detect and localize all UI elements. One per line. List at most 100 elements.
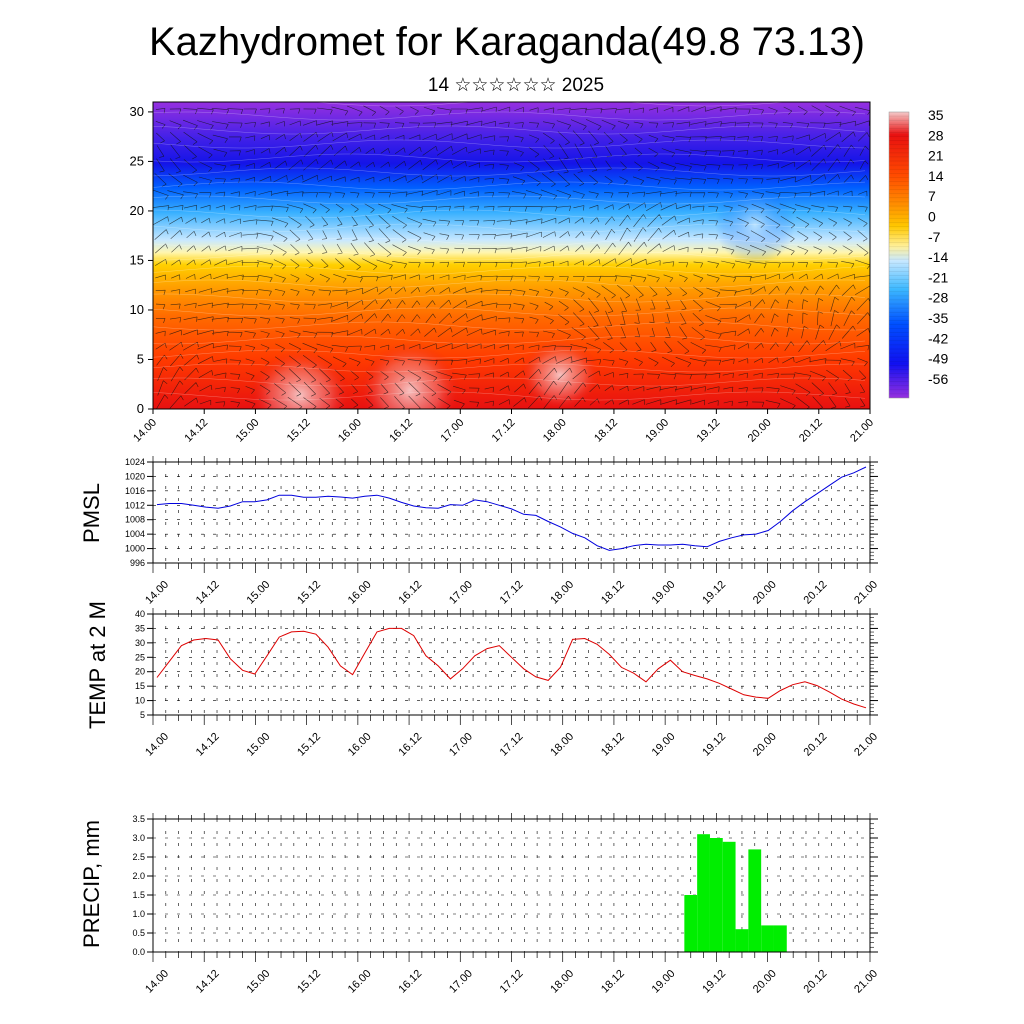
x-tick-label: 15.12 bbox=[295, 731, 323, 759]
pmsl-ylabel: PMSL bbox=[79, 483, 104, 543]
precip-bar bbox=[735, 929, 749, 952]
chart-title: Kazhydromet for Karaganda(49.8 73.13) bbox=[149, 20, 865, 64]
y-tick-label: 0 bbox=[137, 401, 144, 416]
x-tick-label: 17.00 bbox=[447, 968, 475, 996]
x-tick-label: 20.12 bbox=[802, 579, 830, 607]
cool-pocket bbox=[715, 185, 795, 265]
x-tick-label: 17.00 bbox=[447, 731, 475, 759]
y-tick-label: 1008 bbox=[125, 515, 145, 525]
precip-bar bbox=[773, 925, 787, 952]
x-tick-label: 16.12 bbox=[396, 579, 424, 607]
y-tick-label: 15 bbox=[135, 681, 145, 691]
y-tick-label: 30 bbox=[130, 104, 144, 119]
precip-bar bbox=[761, 925, 774, 952]
x-tick-label: 14.00 bbox=[131, 417, 159, 445]
colorbar-label: -28 bbox=[928, 290, 948, 306]
x-tick-label: 17.00 bbox=[447, 579, 475, 607]
y-tick-label: 5 bbox=[137, 351, 144, 366]
x-tick-label: 20.12 bbox=[802, 731, 830, 759]
x-tick-label: 21.00 bbox=[848, 417, 876, 445]
colorbar-ramp bbox=[889, 112, 909, 398]
colorbar-label: 0 bbox=[928, 209, 936, 225]
x-tick-label: 20.12 bbox=[802, 968, 830, 996]
temp-line bbox=[156, 627, 867, 709]
x-tick-label: 15.12 bbox=[295, 968, 323, 996]
x-tick-label: 16.12 bbox=[396, 968, 424, 996]
x-tick-label: 16.00 bbox=[346, 731, 374, 759]
y-tick-label: 1000 bbox=[125, 544, 145, 554]
grid bbox=[152, 461, 871, 564]
cross-section-y-axis: 0 5 10 15 20 25 30 bbox=[130, 104, 153, 416]
y-tick-label: 20 bbox=[130, 203, 144, 218]
x-tick-label: 14.00 bbox=[143, 579, 171, 607]
y-tick-label: 1024 bbox=[125, 457, 145, 467]
y-tick-label: 1004 bbox=[125, 529, 145, 539]
temp-ylabel: TEMP at 2 M bbox=[85, 601, 110, 729]
x-tick-label: 21.00 bbox=[852, 579, 880, 607]
x-tick-label: 14.12 bbox=[194, 968, 222, 996]
x-tick-label: 19.12 bbox=[700, 968, 728, 996]
colorbar-label: 35 bbox=[928, 107, 944, 123]
x-tick-label: 19.00 bbox=[650, 731, 678, 759]
x-tick-label: 15.12 bbox=[285, 417, 313, 445]
x-tick-label: 16.00 bbox=[346, 579, 374, 607]
cross-section-x-axis: 14.00 14.12 15.00 15.12 16.00 16.12 17.00 17.12… bbox=[131, 409, 876, 445]
x-tick-label: 16.12 bbox=[396, 731, 424, 759]
x-tick-label: 20.00 bbox=[751, 731, 779, 759]
pmsl-line bbox=[156, 466, 867, 551]
y-tick-label: 996 bbox=[130, 558, 145, 568]
x-tick-label: 19.00 bbox=[650, 968, 678, 996]
warm-core-3 bbox=[520, 340, 600, 409]
precip-bar bbox=[709, 838, 723, 952]
precip-bar bbox=[722, 841, 736, 952]
x-tick-label: 14.00 bbox=[143, 731, 171, 759]
x-tick-label: 19.00 bbox=[643, 417, 671, 445]
y-tick-label: 0.0 bbox=[132, 947, 145, 957]
precip-bar bbox=[748, 849, 762, 952]
x-tick-label: 14.12 bbox=[194, 579, 222, 607]
x-tick-label: 15.00 bbox=[244, 968, 272, 996]
x-tick-label: 18.12 bbox=[599, 579, 627, 607]
x-tick-label: 18.12 bbox=[599, 731, 627, 759]
x-tick-label: 17.00 bbox=[438, 417, 466, 445]
x-tick-label: 20.00 bbox=[751, 968, 779, 996]
precip-bar bbox=[697, 834, 710, 952]
chart-subtitle: 14 ☆☆☆☆☆☆ 2025 bbox=[428, 75, 604, 96]
colorbar: 35 28 21 14 7 0 -7 -14 -21 -28 -35 -42 -49 -56 bbox=[888, 107, 948, 399]
colorbar-frame bbox=[888, 111, 910, 399]
colorbar-label: 7 bbox=[928, 188, 936, 204]
x-tick-label: 18.00 bbox=[548, 579, 576, 607]
x-tick-label: 20.12 bbox=[797, 417, 825, 445]
y-tick-label: 30 bbox=[135, 638, 145, 648]
y-tick-label: 0.5 bbox=[132, 928, 145, 938]
x-tick-label: 21.00 bbox=[852, 731, 880, 759]
precip-ylabel: PRECIP, mm bbox=[79, 820, 104, 948]
pmsl-panel: PMSL 996 1000 1004 1008 1012 1016 1020 1024 14.0… bbox=[79, 456, 880, 607]
x-tick-label: 19.00 bbox=[650, 579, 678, 607]
x-tick-label: 19.12 bbox=[700, 579, 728, 607]
x-tick-label: 18.12 bbox=[592, 417, 620, 445]
y-tick-label: 15 bbox=[130, 252, 144, 267]
x-tick-label: 15.00 bbox=[234, 417, 262, 445]
colorbar-label: -49 bbox=[928, 351, 948, 367]
y-tick-label: 2.5 bbox=[132, 852, 145, 862]
x-tick-label: 16.12 bbox=[387, 417, 415, 445]
x-tick-label: 14.12 bbox=[194, 731, 222, 759]
x-tick-label: 18.12 bbox=[599, 968, 627, 996]
y-tick-label: 40 bbox=[135, 609, 145, 619]
y-tick-label: 1016 bbox=[125, 486, 145, 496]
colorbar-label: 28 bbox=[928, 127, 944, 143]
y-tick-label: 25 bbox=[135, 652, 145, 662]
colorbar-label: -7 bbox=[928, 229, 941, 245]
colorbar-label: -35 bbox=[928, 310, 948, 326]
y-tick-label: 25 bbox=[130, 153, 144, 168]
x-tick-label: 15.12 bbox=[295, 579, 323, 607]
x-tick-label: 21.00 bbox=[852, 968, 880, 996]
x-tick-label: 17.12 bbox=[498, 731, 526, 759]
x-tick-label: 15.00 bbox=[244, 731, 272, 759]
x-tick-label: 14.00 bbox=[143, 968, 171, 996]
y-tick-label: 1.0 bbox=[132, 909, 145, 919]
x-tick-label: 15.00 bbox=[244, 579, 272, 607]
precip-bar bbox=[684, 895, 698, 952]
y-tick-label: 1012 bbox=[125, 500, 145, 510]
